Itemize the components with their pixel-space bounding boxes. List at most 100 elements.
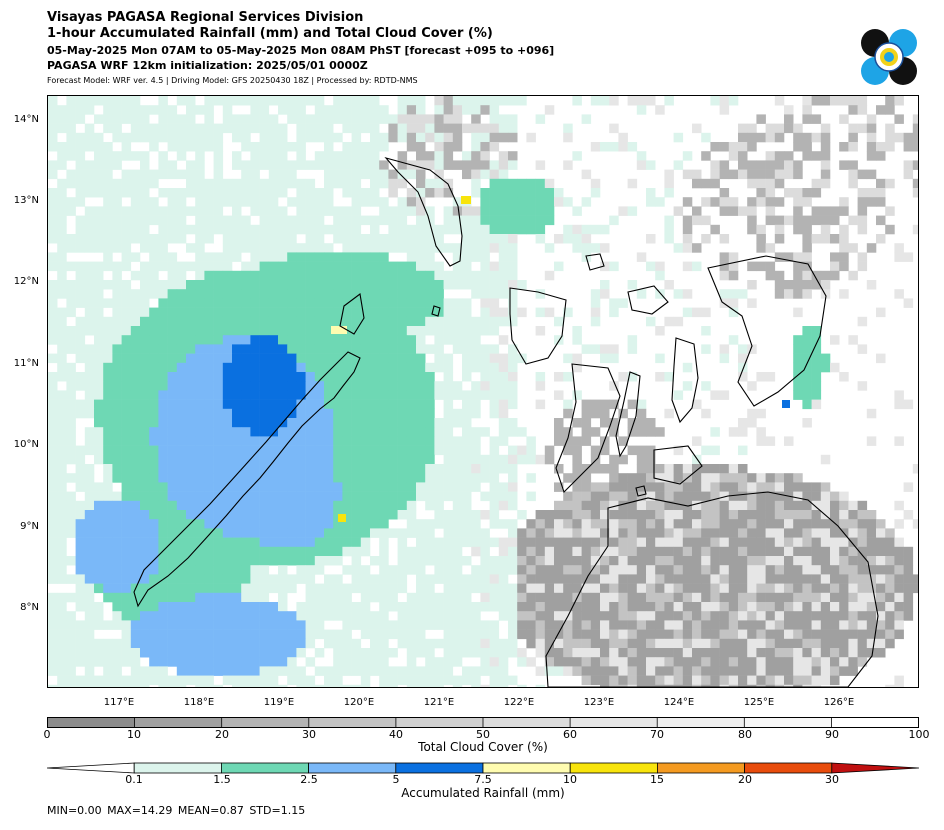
map-cell: [443, 224, 454, 235]
map-cell: [425, 280, 435, 290]
map-cell: [314, 234, 325, 244]
map-cell: [360, 353, 371, 364]
map-cell: [259, 684, 270, 687]
map-cell: [508, 362, 518, 373]
map-cell: [857, 500, 868, 511]
map-cell: [324, 261, 334, 272]
map-cell: [498, 316, 509, 327]
map-cell: [710, 445, 720, 456]
map-cell: [876, 648, 886, 658]
map-cell: [701, 500, 711, 511]
map-cell: [388, 316, 398, 327]
map-cell: [222, 362, 233, 373]
map-cell: [222, 243, 233, 253]
map-cell: [416, 620, 426, 630]
map-cell: [673, 390, 684, 400]
map-cell: [802, 482, 812, 492]
map-cell: [314, 280, 325, 290]
map-cell: [195, 381, 205, 391]
map-cell: [425, 592, 435, 603]
map-cell: [250, 289, 260, 299]
map-cell: [250, 252, 260, 262]
map-cell: [75, 261, 86, 272]
map-cell: [434, 280, 444, 290]
map-cell: [416, 132, 426, 143]
map-cell: [682, 362, 693, 373]
map-cell: [296, 224, 306, 235]
map-cell: [471, 224, 481, 235]
map-cell: [296, 316, 306, 327]
map-cell: [710, 142, 720, 152]
map-cell: [425, 473, 435, 483]
map-cell: [360, 270, 371, 281]
map-cell: [287, 243, 297, 253]
map-cell: [84, 123, 95, 134]
map-cell: [627, 583, 638, 594]
map-cell: [416, 362, 426, 373]
map-cell: [287, 666, 297, 676]
map-cell: [416, 454, 426, 465]
map-cell: [627, 142, 638, 152]
map-cell: [627, 574, 638, 584]
map-cell: [324, 482, 334, 492]
map-cell: [425, 234, 435, 244]
map-cell: [195, 528, 205, 538]
map-cell: [756, 592, 766, 603]
map-cell: [121, 372, 132, 382]
map-cell: [250, 675, 260, 686]
map-cell: [370, 289, 380, 299]
map-cell: [333, 445, 343, 456]
map-cell: [406, 510, 417, 520]
title-initialization: PAGASA WRF 12km initialization: 2025/05/…: [47, 59, 368, 72]
map-cell: [912, 178, 918, 189]
map-cell: [784, 473, 794, 483]
map-cell: [94, 215, 104, 226]
map-cell: [333, 132, 343, 143]
map-cell: [563, 224, 573, 235]
map-cell: [397, 675, 408, 686]
map-cell: [480, 270, 490, 281]
map-cell: [130, 151, 141, 161]
map-cell: [701, 565, 711, 575]
map-cell: [452, 473, 463, 483]
map-cell: [268, 381, 279, 391]
map-cell: [370, 326, 380, 336]
map-cell: [655, 556, 665, 566]
map-cell: [259, 546, 270, 557]
map-cell: [268, 169, 279, 180]
map-cell: [793, 666, 803, 676]
map-cell: [259, 252, 270, 262]
map-cell: [471, 142, 481, 152]
map-cell: [600, 592, 610, 603]
map-cell: [278, 491, 288, 502]
map-cell: [296, 546, 306, 557]
map-cell: [241, 123, 251, 134]
map-cell: [489, 169, 500, 180]
map-cell: [296, 454, 306, 465]
map-cell: [618, 592, 628, 603]
map-cell: [379, 289, 389, 299]
map-cell: [158, 243, 168, 253]
map-cell: [673, 491, 684, 502]
map-cell: [719, 344, 730, 354]
map-cell: [903, 298, 914, 308]
map-cell: [903, 169, 914, 180]
map-cell: [857, 638, 868, 649]
map-cell: [167, 500, 178, 511]
map-cell: [894, 132, 904, 143]
map-cell: [535, 528, 546, 538]
map-cell: [351, 142, 362, 152]
map-cell: [498, 114, 509, 124]
map-cell: [186, 675, 196, 686]
map-cell: [103, 620, 113, 630]
map-cell: [250, 316, 260, 327]
map-cell: [600, 261, 610, 272]
map-cell: [839, 243, 849, 253]
map-cell: [489, 114, 500, 124]
map-cell: [222, 482, 233, 492]
map-cell: [333, 427, 343, 437]
map-cell: [75, 234, 86, 244]
map-cell: [462, 436, 472, 446]
map-cell: [443, 160, 454, 170]
map-cell: [692, 215, 702, 226]
